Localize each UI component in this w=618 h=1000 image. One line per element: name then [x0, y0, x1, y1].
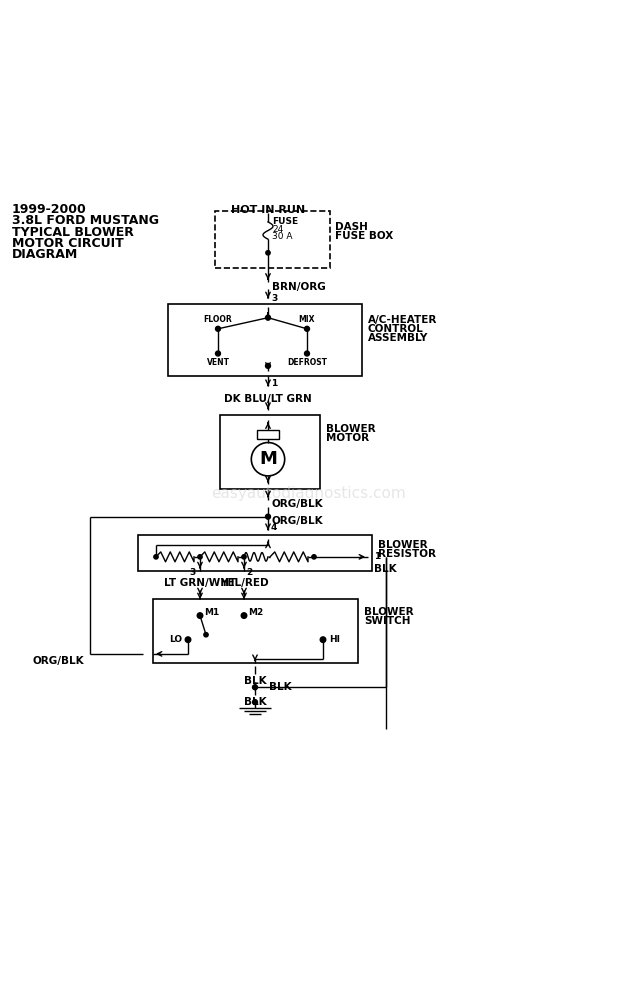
Text: 24: 24 [272, 225, 283, 234]
Circle shape [253, 700, 258, 705]
Text: easyautodiagnostics.com: easyautodiagnostics.com [211, 486, 407, 501]
Circle shape [197, 613, 203, 618]
Circle shape [305, 351, 310, 356]
Text: ORG/BLK: ORG/BLK [272, 499, 324, 509]
Bar [220, 415, 320, 489]
Circle shape [198, 555, 202, 559]
Text: FLOOR: FLOOR [203, 315, 232, 324]
Text: YEL/RED: YEL/RED [219, 578, 268, 588]
Text: HI: HI [329, 635, 340, 644]
Circle shape [266, 251, 270, 255]
Text: BLK: BLK [269, 682, 292, 692]
Text: A/C-HEATER: A/C-HEATER [368, 315, 438, 325]
Text: ASSEMBLY: ASSEMBLY [368, 333, 428, 343]
Text: FUSE: FUSE [272, 217, 298, 226]
Text: DEFROST: DEFROST [287, 358, 327, 367]
Bar [168, 304, 362, 376]
Circle shape [241, 613, 247, 618]
Text: 1: 1 [374, 552, 380, 561]
Text: RESISTOR: RESISTOR [378, 549, 436, 559]
Text: HOT IN RUN: HOT IN RUN [231, 205, 305, 215]
Text: 3: 3 [190, 568, 196, 577]
Circle shape [242, 555, 246, 559]
Text: BLK: BLK [243, 676, 266, 686]
Circle shape [305, 326, 310, 331]
Text: BLK: BLK [374, 564, 397, 574]
Text: MIX: MIX [298, 315, 315, 324]
Circle shape [154, 555, 158, 559]
Text: 30 A: 30 A [272, 232, 292, 241]
Circle shape [216, 351, 221, 356]
Text: DIAGRAM: DIAGRAM [12, 248, 78, 261]
Circle shape [204, 633, 208, 637]
Circle shape [253, 685, 258, 690]
Text: M1: M1 [204, 608, 219, 617]
Bar [215, 211, 330, 268]
Text: BLOWER: BLOWER [378, 540, 428, 550]
Bar [257, 430, 279, 439]
Circle shape [216, 326, 221, 331]
Text: DK BLU/LT GRN: DK BLU/LT GRN [224, 394, 312, 404]
Circle shape [312, 555, 316, 559]
Text: CONTROL: CONTROL [368, 324, 424, 334]
Text: ORG/BLK: ORG/BLK [272, 516, 324, 526]
Circle shape [266, 315, 271, 320]
Text: M2: M2 [248, 608, 263, 617]
Text: BRN/ORG: BRN/ORG [272, 282, 326, 292]
Text: MOTOR CIRCUIT: MOTOR CIRCUIT [12, 237, 124, 250]
Text: M: M [259, 450, 277, 468]
Bar [153, 599, 358, 663]
Text: 3.8L FORD MUSTANG: 3.8L FORD MUSTANG [12, 214, 159, 227]
Circle shape [320, 637, 326, 642]
Circle shape [185, 637, 191, 642]
Text: FUSE BOX: FUSE BOX [335, 231, 393, 241]
Text: BLOWER: BLOWER [326, 424, 376, 434]
Text: DASH: DASH [335, 222, 368, 232]
Text: VENT: VENT [206, 358, 229, 367]
Text: 3: 3 [271, 294, 277, 303]
Text: TYPICAL BLOWER: TYPICAL BLOWER [12, 226, 134, 239]
Text: BLK: BLK [243, 697, 266, 707]
Text: 1999-2000: 1999-2000 [12, 203, 87, 216]
Circle shape [266, 363, 271, 368]
Text: LT GRN/WHT: LT GRN/WHT [164, 578, 236, 588]
Text: ORG/BLK: ORG/BLK [32, 656, 84, 666]
Circle shape [266, 514, 271, 519]
Text: SWITCH: SWITCH [364, 616, 410, 626]
Text: 2: 2 [246, 568, 252, 577]
Text: BLOWER: BLOWER [364, 607, 413, 617]
Text: 1: 1 [271, 379, 277, 388]
Text: MOTOR: MOTOR [326, 433, 369, 443]
Bar [138, 535, 372, 571]
Text: 4: 4 [271, 523, 277, 532]
Text: LO: LO [169, 635, 182, 644]
